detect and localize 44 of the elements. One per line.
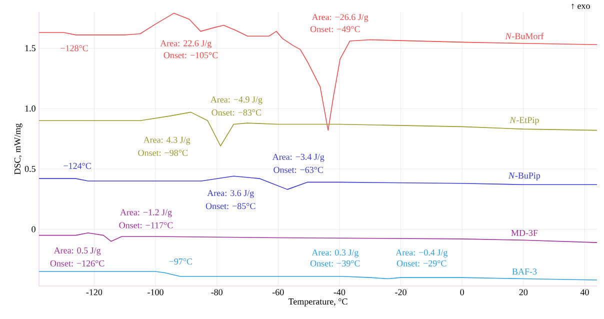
x-tick-label: -60 — [272, 289, 284, 296]
annotation: Onset: −49°C — [310, 26, 360, 32]
y-tick-label: 0 — [32, 226, 36, 232]
x-tick-label: -40 — [334, 289, 346, 296]
x-tick-label: -20 — [395, 289, 406, 296]
annotation: Onset: −126°C — [50, 260, 104, 266]
x-tick-label: 20 — [519, 289, 528, 296]
annotation: Area: 4.3 J/g — [143, 136, 190, 145]
x-tick-label: 40 — [580, 289, 589, 296]
annotation: Onset: −63°C — [274, 166, 323, 173]
x-tick-label: -120 — [86, 289, 102, 296]
series-label: N-EtPip — [510, 117, 539, 125]
annotation: Onset: −117°C — [119, 222, 173, 228]
annotation: Area: −0.4 J/g — [396, 249, 448, 258]
series-label: N-BuMorf — [505, 32, 544, 40]
annotation: Onset: −105°C — [164, 52, 218, 58]
annotation: −97°C — [169, 258, 192, 265]
y-tick-label: 1.0 — [25, 106, 36, 112]
series-label: BAF-3 — [512, 268, 537, 275]
annotation: Area: 0.3 J/g — [312, 249, 358, 258]
text: ↑ exo — [572, 4, 590, 10]
annotation: Area: −26.6 J/g — [312, 14, 368, 22]
annotation: Area: 3.6 J/g — [207, 190, 254, 198]
y-tick-label: 0.5 — [24, 166, 36, 172]
annotation: Onset: −39°C — [310, 260, 360, 266]
annotation: Area: −1.2 J/g — [120, 209, 172, 218]
annotation: Onset: −83°C — [212, 109, 262, 116]
x-tick-label: -100 — [148, 289, 164, 296]
annotation: −128°C — [60, 45, 88, 52]
annotation: −124°C — [64, 162, 91, 169]
annotation: Area: 0.5 J/g — [54, 247, 101, 256]
annotation: Area: −3.4 J/g — [272, 154, 324, 162]
annotation: Onset: −85°C — [206, 203, 256, 210]
annotation: Onset: −98°C — [138, 150, 188, 156]
x-tick-label: 0 — [460, 289, 464, 296]
y-axis-title: DSC, mW/mg — [14, 123, 22, 174]
x-tick-label: -80 — [211, 289, 222, 296]
series-label: MD-3F — [511, 230, 538, 236]
y-tick-label: 1.5 — [25, 45, 36, 52]
annotation: Area: −4.9 J/g — [210, 96, 262, 104]
x-axis-title: Temperature, °C — [288, 298, 348, 306]
series-label: N-BuPip — [508, 172, 540, 180]
annotation: Area: 22.6 J/g — [160, 40, 212, 48]
annotation: Onset: −29°C — [396, 260, 446, 266]
